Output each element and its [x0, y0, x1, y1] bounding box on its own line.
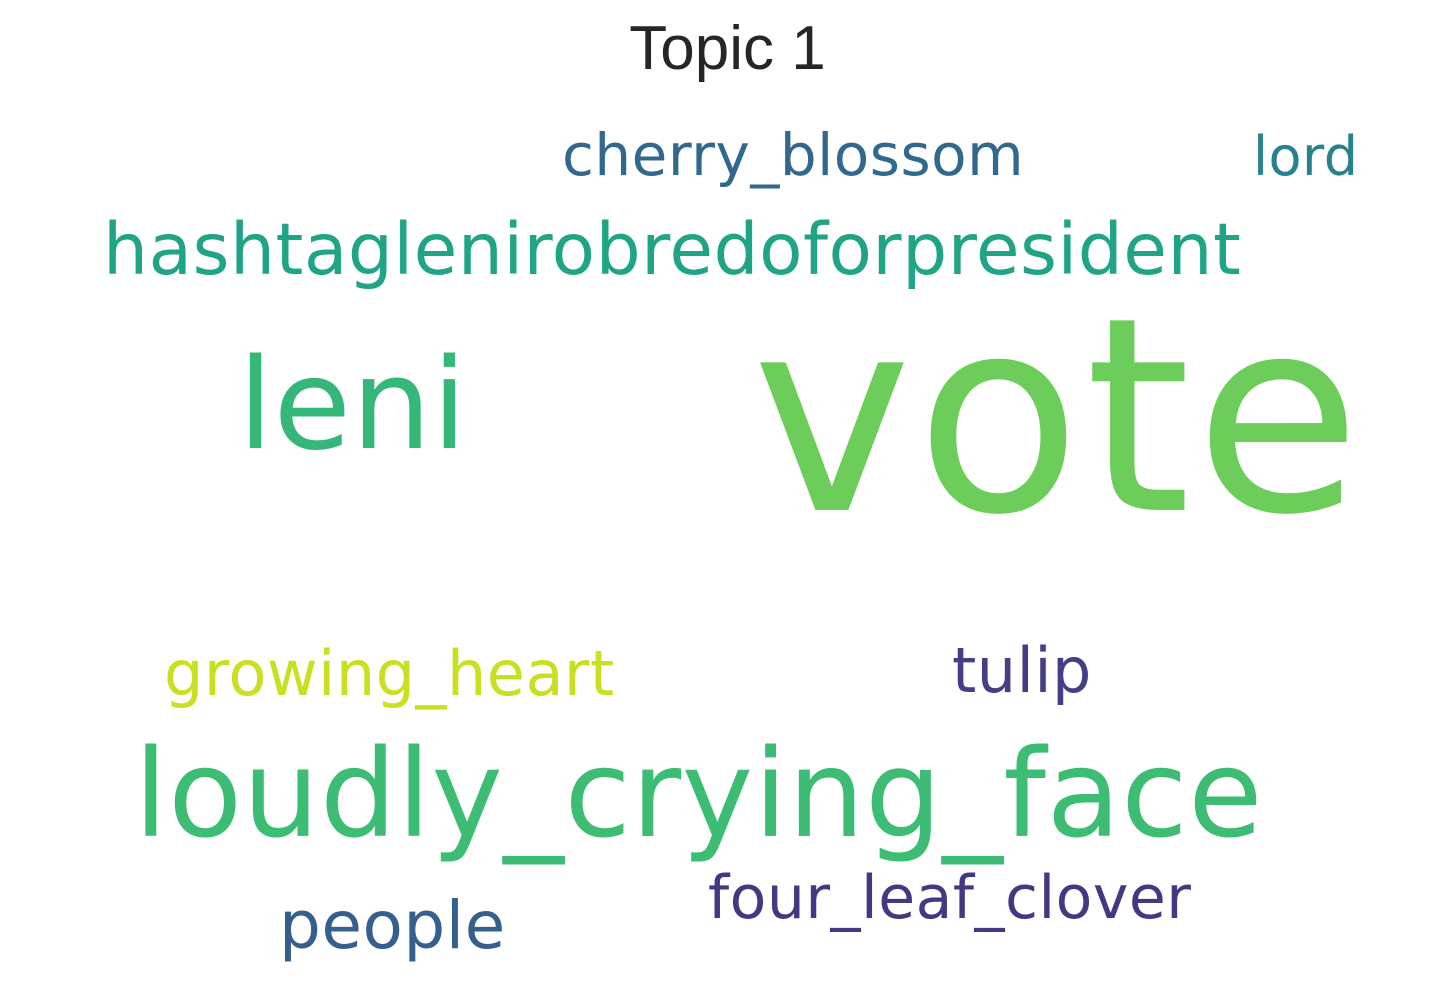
- word-leni: leni: [238, 331, 468, 478]
- word-people: people: [279, 887, 506, 964]
- word-vote: vote: [752, 259, 1365, 574]
- word-cherry-blossom: cherry_blossom: [562, 121, 1025, 189]
- word-four-leaf-clover: four_leaf_clover: [708, 863, 1192, 933]
- topic-title: Topic 1: [629, 14, 826, 83]
- word-lord: lord: [1253, 125, 1359, 188]
- word-hashtag: hashtaglenirobredoforpresident: [103, 208, 1242, 291]
- word-tulip: tulip: [952, 634, 1092, 707]
- word-loudly-crying-face: loudly_crying_face: [134, 724, 1264, 865]
- word-growing-heart: growing_heart: [164, 637, 615, 710]
